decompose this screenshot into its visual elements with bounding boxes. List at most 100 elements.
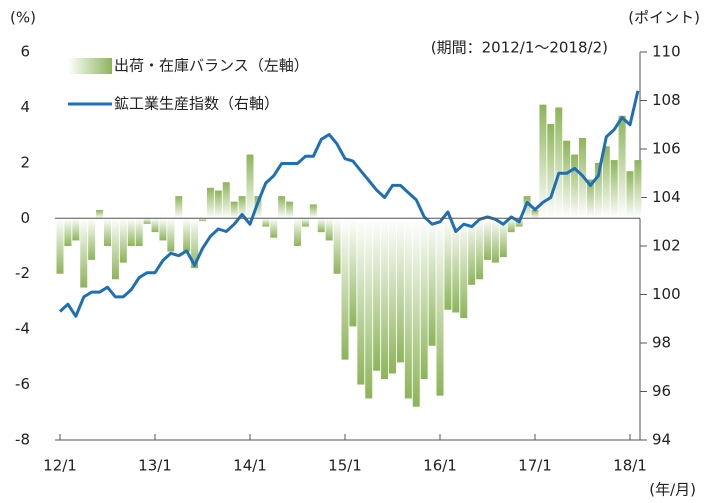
bar — [222, 182, 230, 219]
bar — [547, 124, 555, 219]
bar — [484, 218, 491, 260]
bar — [420, 218, 428, 380]
bar — [563, 140, 571, 219]
bar — [135, 218, 143, 246]
bar — [230, 201, 238, 219]
bar — [175, 196, 183, 219]
x-axis-label: (年/月) — [649, 481, 696, 499]
bar — [491, 218, 499, 263]
bar — [594, 162, 602, 219]
bar — [610, 160, 618, 219]
bar — [523, 196, 531, 219]
bar — [618, 115, 626, 219]
bar — [96, 209, 104, 219]
bar — [191, 218, 199, 269]
bar — [460, 218, 468, 319]
legend-swatch — [68, 58, 112, 74]
bar — [333, 218, 341, 274]
y-tick-label: -2 — [15, 264, 30, 282]
bar — [357, 218, 365, 385]
bar — [365, 218, 373, 399]
bar — [167, 218, 175, 252]
y-axis-label: (%) — [10, 9, 36, 27]
bar — [159, 218, 167, 241]
bar — [301, 218, 309, 227]
y2-tick-label: 108 — [652, 91, 681, 109]
bar — [555, 107, 563, 219]
bar — [286, 201, 294, 219]
line — [58, 90, 640, 318]
y-tick-label: -4 — [15, 320, 30, 338]
y-tick-label: 0 — [20, 209, 30, 227]
bar — [389, 218, 396, 374]
bar — [183, 218, 191, 252]
bar — [206, 187, 214, 219]
bar — [199, 218, 206, 222]
bar — [246, 154, 254, 219]
bar — [80, 218, 88, 288]
bar — [104, 218, 111, 246]
bar — [111, 218, 119, 280]
y2-tick-label: 96 — [652, 382, 671, 400]
y2-tick-label: 98 — [652, 334, 671, 352]
bar — [317, 218, 325, 233]
y2-tick-label: 104 — [652, 188, 681, 206]
bar — [586, 179, 594, 219]
x-tick-label: 15/1 — [328, 457, 362, 475]
y2-tick-label: 94 — [652, 431, 671, 449]
bar — [571, 154, 579, 219]
bar — [412, 218, 420, 407]
bar — [507, 218, 515, 233]
bar — [278, 196, 286, 219]
bar — [151, 218, 159, 233]
x-tick-label: 18/1 — [613, 457, 647, 475]
x-tick-label: 14/1 — [233, 457, 267, 475]
bar — [404, 218, 412, 399]
bar — [579, 137, 586, 219]
bar — [254, 196, 262, 219]
bar — [499, 218, 507, 258]
y-tick-label: 6 — [20, 43, 30, 61]
bar — [531, 209, 539, 219]
bar — [56, 218, 64, 274]
bar — [436, 218, 444, 396]
bar — [127, 218, 135, 246]
bar — [381, 218, 389, 380]
bar — [452, 218, 460, 313]
bar — [143, 218, 151, 224]
x-tick-label: 17/1 — [518, 457, 552, 475]
bar — [396, 218, 404, 363]
bar — [341, 218, 349, 360]
y-tick-label: -8 — [15, 431, 30, 449]
y2-tick-label: 110 — [652, 43, 681, 61]
bar — [626, 171, 634, 219]
y2-axis-label: (ポイント) — [628, 9, 700, 27]
bar — [214, 190, 222, 219]
y2-tick-label: 100 — [652, 285, 681, 303]
x-tick-label: 13/1 — [138, 457, 172, 475]
y-tick-label: 4 — [20, 98, 30, 116]
y-tick-label: -6 — [15, 375, 30, 393]
x-tick-label: 16/1 — [423, 457, 457, 475]
bar — [539, 104, 547, 219]
bar — [349, 218, 357, 327]
bar — [238, 196, 246, 219]
x-tick-label: 12/1 — [43, 457, 77, 475]
bar — [88, 218, 96, 260]
y2-tick-label: 102 — [652, 237, 681, 255]
bar — [634, 160, 642, 219]
bar — [373, 218, 381, 371]
bar — [262, 218, 270, 227]
bar — [294, 218, 301, 246]
bar — [476, 218, 484, 280]
bar — [602, 146, 610, 219]
y2-tick-label: 106 — [652, 140, 681, 158]
bar — [64, 218, 72, 246]
legend-label: 鉱工業生産指数（右軸） — [114, 95, 279, 113]
annotation: (期間：2012/1～2018/2) — [431, 39, 608, 57]
bar — [468, 218, 476, 285]
bar — [444, 218, 452, 310]
legend-label: 出荷・在庫バランス（左軸） — [114, 57, 309, 75]
bar — [270, 218, 278, 238]
